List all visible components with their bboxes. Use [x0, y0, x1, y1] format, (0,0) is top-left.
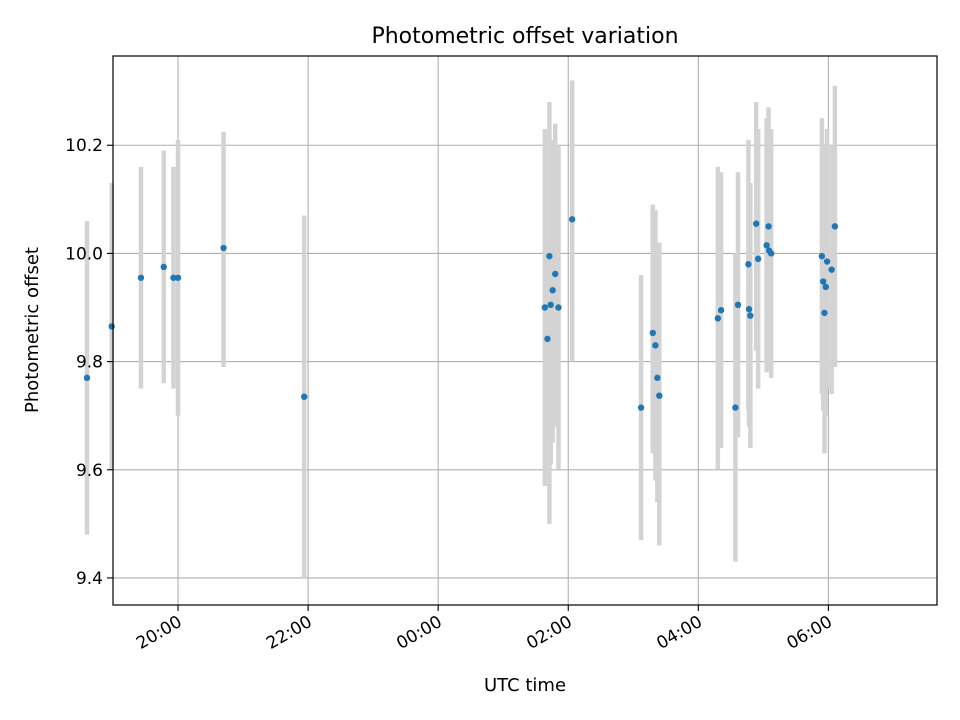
y-axis-ticks: 9.4 9.6 9.8 10.0 10.2 — [65, 136, 113, 589]
data-point — [170, 274, 177, 281]
x-axis-label: UTC time — [484, 675, 566, 696]
data-point — [83, 374, 91, 382]
y-tick-label: 9.6 — [76, 461, 103, 481]
data-point — [541, 304, 549, 311]
data-point — [821, 309, 828, 317]
data-point — [822, 283, 829, 291]
data-point — [753, 220, 760, 227]
data-point — [754, 255, 762, 263]
data-point — [745, 261, 752, 268]
data-point — [544, 335, 551, 343]
data-point — [546, 252, 553, 260]
data-point — [823, 258, 831, 265]
data-point — [137, 274, 145, 281]
data-point — [220, 244, 227, 252]
y-tick-label: 9.4 — [76, 569, 103, 589]
data-point — [763, 242, 770, 249]
data-point — [717, 307, 725, 314]
y-tick-label: 9.8 — [76, 353, 103, 373]
data-point — [767, 250, 775, 257]
plot-frame — [112, 55, 938, 606]
data-point — [637, 404, 645, 411]
y-tick-label: 10.2 — [65, 136, 103, 156]
data-point — [656, 392, 663, 399]
data-point — [818, 252, 826, 260]
data-point — [301, 393, 308, 400]
data-point — [649, 329, 656, 337]
data-point — [828, 266, 835, 273]
data-point — [547, 301, 554, 309]
y-tick-label: 10.0 — [65, 244, 103, 264]
data-point — [555, 304, 562, 311]
y-axis-label: Photometric offset — [22, 247, 43, 413]
data-point — [819, 278, 827, 285]
data-point — [568, 216, 576, 223]
data-point — [765, 223, 772, 230]
data-point — [831, 223, 839, 230]
data-point — [732, 404, 739, 411]
data-point — [734, 301, 742, 309]
data-point — [174, 274, 182, 281]
data-point — [745, 305, 753, 313]
data-point — [549, 287, 556, 294]
data-point — [552, 270, 559, 278]
data-point — [714, 315, 722, 322]
data-point — [108, 323, 115, 330]
data-points — [83, 216, 839, 411]
data-point — [160, 263, 167, 271]
data-point — [654, 374, 661, 382]
data-point — [652, 342, 659, 349]
chart-title: Photometric offset variation — [371, 24, 678, 49]
data-point — [747, 312, 754, 319]
